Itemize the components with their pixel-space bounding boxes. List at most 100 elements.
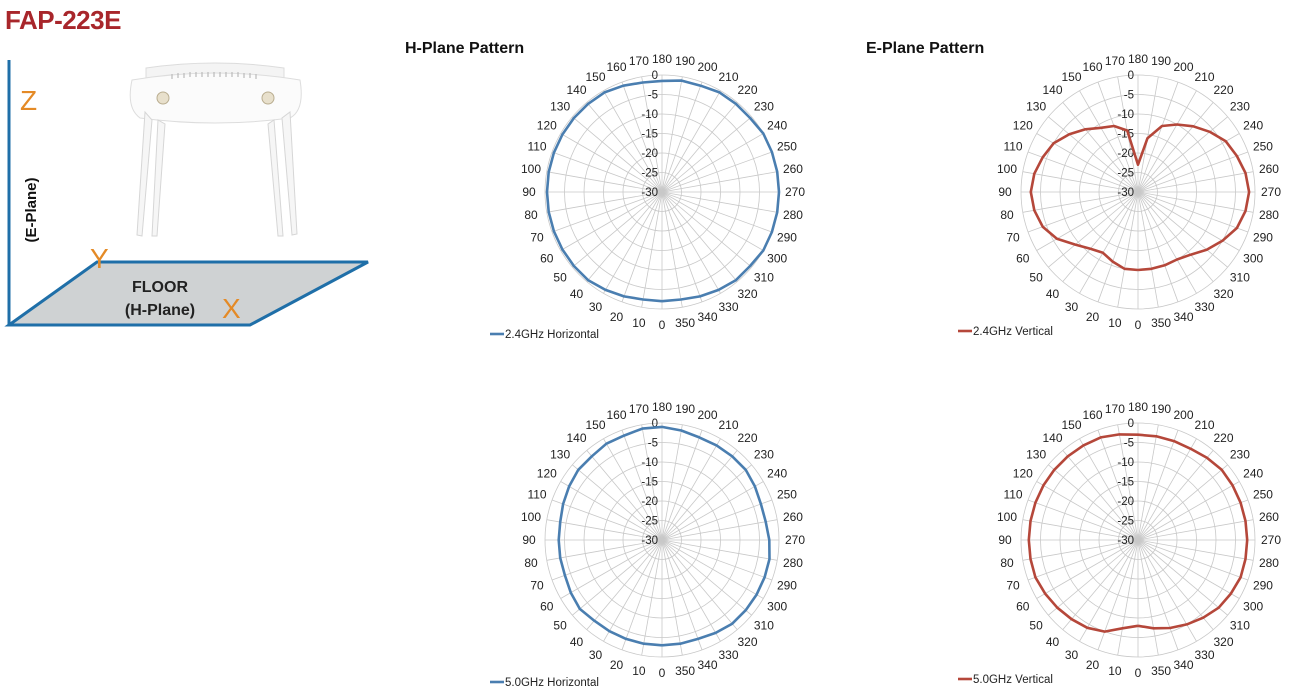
angle-tick-label: 100: [521, 510, 541, 524]
angle-tick-label: 300: [767, 600, 787, 614]
angle-tick-label: 260: [783, 162, 803, 176]
angle-tick-label: 50: [1029, 618, 1043, 632]
grid-spoke: [661, 102, 738, 193]
grid-spoke: [1022, 539, 1139, 561]
grid-spoke: [1137, 81, 1179, 193]
angle-tick-label: 330: [718, 300, 738, 314]
grid-spoke: [560, 539, 663, 599]
angle-tick-label: 90: [522, 533, 536, 547]
grid-spoke: [560, 481, 663, 541]
angle-tick-label: 340: [697, 658, 717, 672]
angle-tick-label: 40: [570, 287, 584, 301]
grid-spoke: [603, 191, 663, 294]
legend: 5.0GHz Vertical: [958, 674, 1053, 686]
grid-spoke: [661, 191, 778, 213]
angle-tick-label: 210: [1194, 418, 1214, 432]
grid-spoke: [661, 539, 703, 651]
angle-tick-label: 120: [1013, 119, 1033, 133]
grid-spoke: [641, 539, 663, 656]
angle-tick-label: 60: [1016, 600, 1030, 614]
grid-spoke: [603, 438, 663, 541]
angle-tick-label: 90: [522, 185, 536, 199]
angle-tick-label: 50: [1029, 270, 1043, 284]
angle-tick-label: 20: [1086, 310, 1100, 324]
radial-tick-label: -25: [1117, 168, 1134, 180]
radial-tick-label: -5: [648, 90, 658, 102]
grid-spoke: [661, 76, 683, 193]
grid-spoke: [572, 464, 663, 541]
radial-tick-label: -20: [641, 148, 658, 160]
angle-tick-label: 350: [1151, 664, 1171, 678]
grid-spoke: [1022, 519, 1139, 541]
grid-spoke: [560, 191, 663, 251]
angle-tick-label: 240: [767, 119, 787, 133]
grid-spoke: [1137, 191, 1254, 213]
grid-spoke: [1137, 90, 1197, 193]
grid-spoke: [551, 499, 663, 541]
angle-tick-label: 40: [1046, 287, 1060, 301]
angle-tick-label: 270: [785, 533, 805, 547]
angle-tick-label: 10: [1108, 316, 1122, 330]
angle-tick-label: 100: [997, 162, 1017, 176]
angle-tick-label: 190: [1151, 54, 1171, 68]
grid-spoke: [661, 539, 778, 561]
grid-spoke: [1137, 539, 1254, 561]
grid-spoke: [1137, 539, 1179, 651]
grid-spoke: [1137, 191, 1179, 303]
series-line: [1027, 433, 1249, 633]
radial-tick-label: -30: [1117, 187, 1134, 199]
grid-spoke: [551, 151, 663, 193]
angle-tick-label: 350: [675, 316, 695, 330]
legend-label: 5.0GHz Vertical: [973, 674, 1053, 686]
angle-tick-label: 250: [1253, 140, 1273, 154]
grid-spoke: [661, 151, 773, 193]
angle-tick-label: 250: [1253, 488, 1273, 502]
radial-tick-label: -5: [648, 438, 658, 450]
legend: 5.0GHz Horizontal: [490, 677, 599, 689]
grid-spoke: [621, 81, 663, 193]
radial-tick-label: 0: [1128, 418, 1134, 430]
angle-tick-label: 160: [1082, 60, 1102, 74]
grid-spoke: [1027, 191, 1139, 233]
grid-spoke: [661, 191, 721, 294]
angle-tick-label: 320: [737, 635, 757, 649]
angle-tick-label: 310: [754, 618, 774, 632]
angle-tick-label: 70: [530, 230, 544, 244]
grid-spoke: [546, 539, 663, 561]
angle-tick-label: 110: [527, 140, 546, 154]
grid-spoke: [1137, 429, 1179, 541]
angle-tick-label: 170: [1105, 402, 1125, 416]
angle-tick-label: 140: [1042, 83, 1062, 97]
radial-tick-label: -20: [641, 496, 658, 508]
grid-spoke: [641, 424, 663, 541]
grid-spoke: [1137, 539, 1228, 616]
angle-tick-label: 180: [652, 52, 672, 66]
grid-spoke: [1117, 191, 1139, 308]
angle-tick-label: 60: [540, 252, 554, 266]
grid-spoke: [661, 171, 778, 193]
radial-tick-label: -30: [641, 535, 658, 547]
angle-tick-label: 40: [570, 635, 584, 649]
grid-spoke: [661, 191, 703, 303]
series-line: [1029, 123, 1251, 272]
legend-label: 5.0GHz Horizontal: [505, 677, 599, 689]
grid-spoke: [1137, 171, 1254, 193]
grid-spoke: [603, 539, 663, 642]
grid-spoke: [1097, 191, 1139, 303]
radial-tick-label: -20: [1117, 148, 1134, 160]
angle-tick-label: 0: [659, 666, 666, 680]
radial-tick-label: 0: [1128, 70, 1134, 82]
angle-tick-label: 70: [1006, 578, 1020, 592]
e-plane-label: (E-Plane): [23, 177, 40, 242]
grid-spoke: [1137, 519, 1254, 541]
grid-spoke: [551, 539, 663, 581]
polar-grid: [1020, 422, 1256, 658]
angle-tick-label: 310: [754, 270, 774, 284]
grid-spoke: [621, 539, 663, 651]
grid-spoke: [1137, 450, 1214, 541]
grid-spoke: [621, 429, 663, 541]
angle-tick-label: 210: [718, 70, 738, 84]
